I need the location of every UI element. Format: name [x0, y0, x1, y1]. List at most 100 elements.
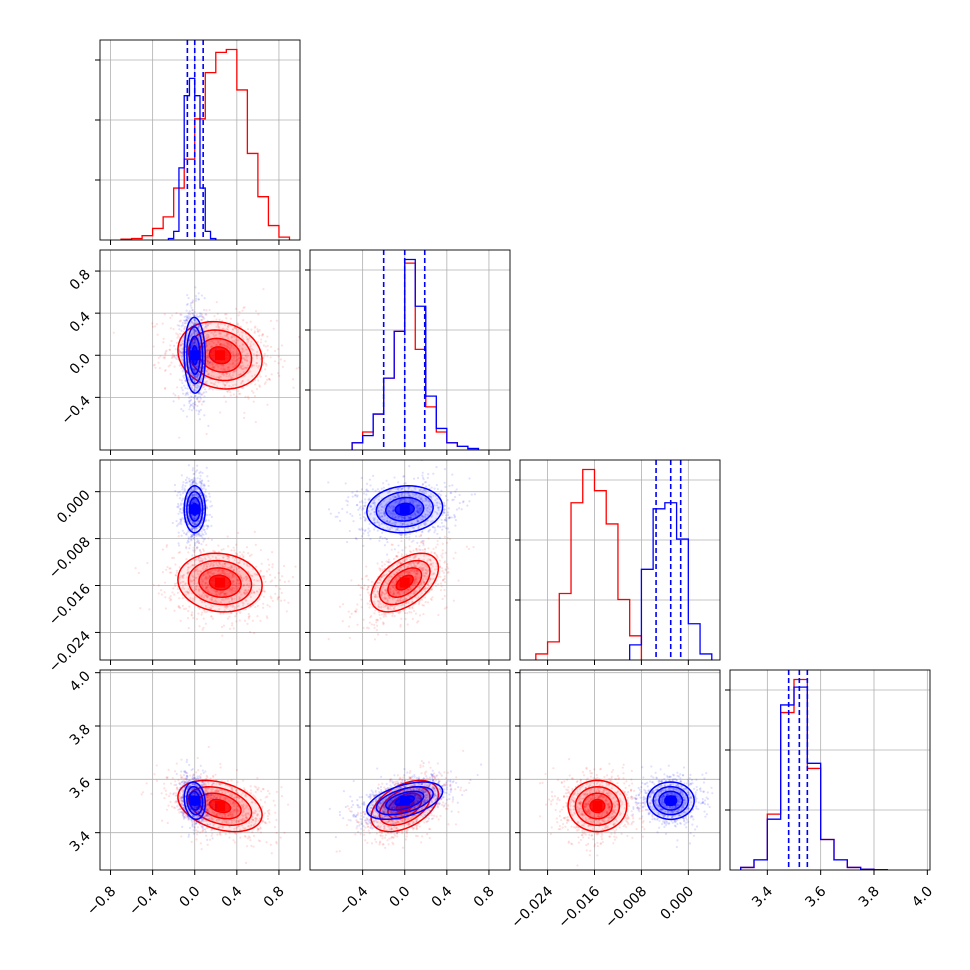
scatter-point — [341, 620, 344, 623]
scatter-point — [237, 531, 240, 535]
scatter-point — [231, 581, 235, 584]
scatter-point — [247, 589, 250, 592]
scatter-point — [235, 612, 238, 615]
scatter-point — [197, 298, 200, 301]
scatter-point — [416, 572, 419, 575]
scatter-point — [215, 343, 218, 346]
scatter-point — [232, 352, 235, 355]
scatter-point — [248, 345, 252, 348]
scatter-point — [213, 330, 216, 333]
scatter-point — [229, 565, 232, 568]
scatter-point — [221, 591, 224, 594]
scatter-point — [416, 562, 420, 565]
scatter-point — [185, 533, 188, 536]
scatter-point — [192, 342, 195, 346]
scatter-point — [198, 410, 201, 414]
scatter-point — [374, 609, 377, 612]
scatter-point — [422, 612, 425, 616]
scatter-point — [246, 328, 250, 331]
scatter-point — [206, 595, 209, 598]
scatter-point — [197, 497, 200, 500]
scatter-point — [210, 370, 214, 373]
scatter-point — [193, 377, 196, 380]
scatter-point — [382, 615, 385, 618]
scatter-point — [223, 566, 226, 569]
scatter-point — [366, 602, 369, 605]
scatter-point — [424, 600, 427, 604]
scatter-point — [191, 494, 195, 498]
scatter-point — [226, 605, 229, 608]
scatter-point — [190, 520, 193, 523]
scatter-point — [204, 581, 207, 585]
scatter-point — [263, 362, 266, 365]
panel-p0-p0 — [95, 39, 301, 245]
scatter-point — [183, 373, 186, 376]
scatter-point — [177, 335, 180, 338]
scatter-point — [267, 568, 271, 571]
scatter-point — [262, 287, 265, 291]
scatter-point — [212, 382, 215, 386]
scatter-point — [153, 363, 156, 366]
scatter-point — [222, 624, 226, 627]
scatter-point — [193, 533, 197, 536]
scatter-point — [454, 490, 457, 493]
scatter-point — [367, 591, 370, 594]
scatter-point — [190, 494, 193, 497]
scatter-point — [209, 597, 212, 600]
scatter-point — [204, 494, 207, 497]
scatter-point — [204, 325, 208, 328]
scatter-point — [206, 333, 209, 336]
scatter-point — [211, 365, 215, 369]
scatter-point — [205, 352, 208, 355]
scatter-point — [183, 315, 186, 318]
scatter-point — [232, 605, 235, 608]
scatter-point — [206, 320, 209, 323]
scatter-point — [413, 579, 417, 582]
scatter-point — [247, 585, 251, 588]
scatter-point — [348, 615, 352, 619]
scatter-point — [205, 578, 208, 581]
scatter-point — [202, 626, 205, 629]
scatter-point — [423, 548, 427, 551]
scatter-point — [413, 564, 416, 567]
scatter-point — [194, 367, 198, 370]
scatter-point — [226, 574, 230, 577]
scatter-point — [152, 584, 155, 587]
scatter-point — [271, 563, 274, 566]
scatter-point — [228, 363, 231, 366]
scatter-point — [236, 578, 239, 582]
scatter-point — [192, 312, 195, 315]
scatter-point — [253, 572, 256, 576]
scatter-point — [160, 593, 163, 596]
scatter-point — [192, 500, 195, 504]
scatter-point — [189, 535, 192, 539]
scatter-point — [365, 565, 368, 568]
scatter-point — [213, 366, 216, 369]
scatter-point — [180, 344, 183, 347]
scatter-point — [232, 354, 235, 358]
scatter-point — [227, 341, 230, 345]
scatter-point — [181, 340, 185, 343]
scatter-point — [225, 372, 228, 375]
scatter-point — [191, 480, 195, 484]
scatter-point — [265, 364, 268, 367]
scatter-point — [183, 607, 186, 611]
scatter-point — [207, 524, 210, 528]
scatter-point — [234, 552, 237, 555]
scatter-point — [199, 570, 202, 573]
scatter-point — [257, 313, 260, 316]
scatter-point — [217, 564, 220, 568]
scatter-point — [183, 325, 186, 328]
scatter-point — [202, 549, 205, 552]
scatter-point — [237, 314, 240, 317]
contour-line — [208, 346, 232, 365]
scatter-point — [192, 516, 195, 519]
scatter-point — [151, 322, 154, 325]
scatter-point — [148, 608, 151, 611]
scatter-point — [231, 328, 235, 331]
scatter-point — [242, 602, 245, 605]
scatter-point — [211, 388, 215, 391]
scatter-point — [256, 604, 259, 608]
scatter-point — [177, 491, 180, 494]
scatter-point — [247, 339, 250, 342]
